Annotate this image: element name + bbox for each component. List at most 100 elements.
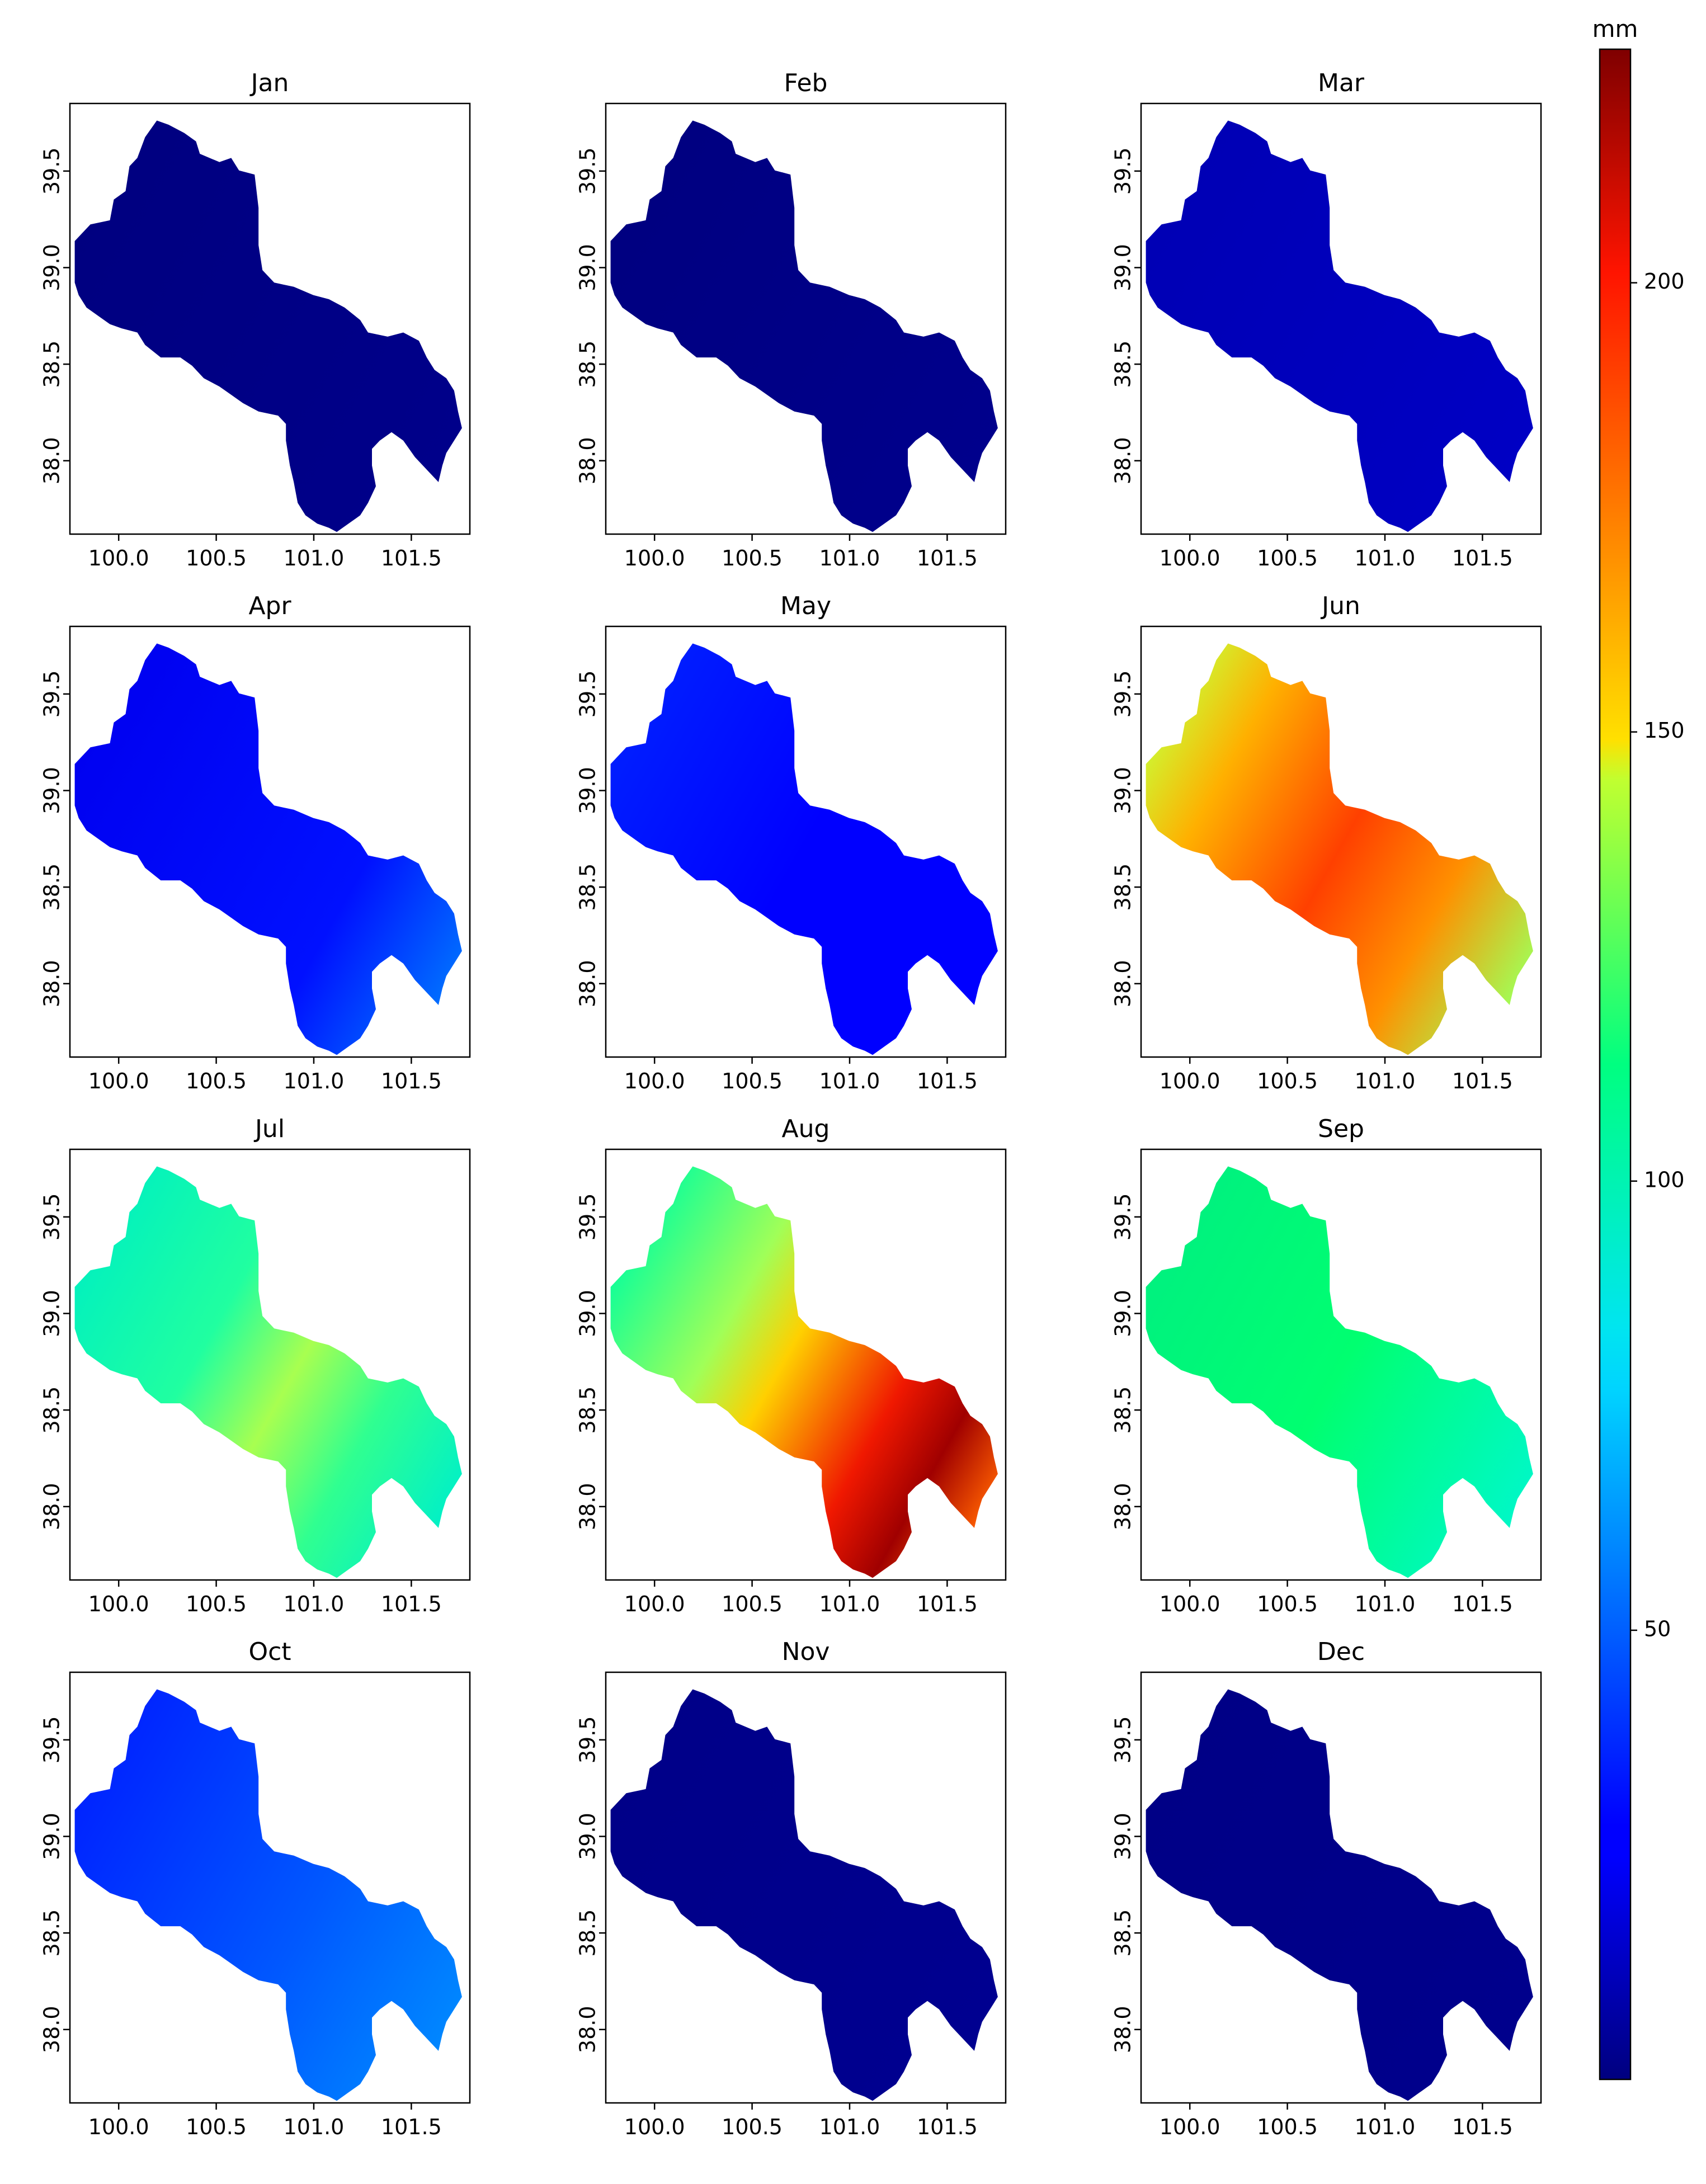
panel-title: Feb bbox=[784, 69, 828, 97]
y-tick-label: 38.0 bbox=[576, 1483, 600, 1530]
x-tick-label: 101.5 bbox=[917, 1069, 978, 1093]
y-tick-label: 38.0 bbox=[1111, 960, 1135, 1007]
y-tick-label: 39.0 bbox=[40, 1813, 64, 1860]
y-tick-label: 39.5 bbox=[40, 1194, 64, 1241]
y-tick-label: 38.5 bbox=[576, 341, 600, 388]
x-tick-label: 100.5 bbox=[186, 2115, 247, 2139]
y-tick-label: 39.5 bbox=[1111, 148, 1135, 195]
panel-oct: Oct 100.0 100.5 101.0 101.5 38.0 38.5 39.0 39.5 bbox=[40, 1638, 471, 2139]
y-tick-label: 38.5 bbox=[1111, 864, 1135, 911]
basin-feb bbox=[610, 120, 998, 532]
x-tick-label: 101.0 bbox=[1355, 546, 1416, 570]
panel-title: Sep bbox=[1318, 1115, 1364, 1143]
panel-sep: Sep 100.0 100.5 101.0 101.5 38.0 38.5 39.0 39.5 bbox=[1111, 1115, 1542, 1616]
y-tick-label: 38.0 bbox=[1111, 2006, 1135, 2053]
axes-frame bbox=[1140, 102, 1542, 535]
y-tick-label: 39.0 bbox=[1111, 767, 1135, 814]
y-tick-label: 39.0 bbox=[576, 1813, 600, 1860]
x-tick-label: 101.5 bbox=[1452, 2115, 1513, 2139]
y-tick-label: 38.5 bbox=[1111, 1909, 1135, 1957]
y-tick-label: 38.0 bbox=[1111, 1483, 1135, 1530]
x-tick-label: 101.0 bbox=[284, 1592, 345, 1616]
basin-jan bbox=[74, 120, 462, 532]
y-tick-label: 38.5 bbox=[40, 341, 64, 388]
panel-title: Jun bbox=[1320, 592, 1360, 620]
y-tick-label: 39.0 bbox=[1111, 244, 1135, 291]
x-tick-label: 100.0 bbox=[1160, 1592, 1220, 1616]
colorbar: mm 50 100 150 200 bbox=[1592, 15, 1685, 2081]
x-tick-label: 101.0 bbox=[1355, 2115, 1416, 2139]
y-tick-label: 39.5 bbox=[1111, 1716, 1135, 1764]
y-tick-label: 38.5 bbox=[40, 1909, 64, 1957]
axes-frame bbox=[605, 1671, 1007, 2104]
y-tick-label: 39.5 bbox=[1111, 671, 1135, 718]
axes-frame bbox=[1140, 1148, 1542, 1581]
x-tick-label: 100.0 bbox=[88, 546, 149, 570]
y-tick-label: 38.0 bbox=[576, 960, 600, 1007]
y-tick-label: 39.5 bbox=[40, 671, 64, 718]
panel-nov: Nov 100.0 100.5 101.0 101.5 38.0 38.5 39.0 39.5 bbox=[576, 1638, 1007, 2139]
x-tick-label: 101.5 bbox=[381, 1069, 442, 1093]
x-tick-label: 100.0 bbox=[624, 1592, 685, 1616]
basin-jun bbox=[1146, 643, 1533, 1055]
panel-dec: Dec 100.0 100.5 101.0 101.5 38.0 38.5 39.0 39.5 bbox=[1111, 1638, 1542, 2139]
x-tick-label: 100.5 bbox=[722, 546, 783, 570]
axes-frame bbox=[605, 1148, 1007, 1581]
panel-apr: Apr 100.0 100.5 101.0 101.5 38.0 38.5 39.0 39.5 bbox=[40, 592, 471, 1093]
x-tick-label: 100.5 bbox=[186, 1069, 247, 1093]
x-tick-label: 101.5 bbox=[381, 2115, 442, 2139]
x-tick-label: 100.0 bbox=[1160, 2115, 1220, 2139]
x-tick-label: 100.5 bbox=[722, 1592, 783, 1616]
panel-title: Apr bbox=[248, 592, 291, 620]
x-tick-label: 100.0 bbox=[624, 2115, 685, 2139]
y-tick-label: 38.0 bbox=[40, 1483, 64, 1530]
y-tick-label: 39.0 bbox=[40, 767, 64, 814]
x-tick-label: 101.5 bbox=[381, 546, 442, 570]
panel-title: Oct bbox=[248, 1638, 291, 1666]
panel-title: May bbox=[780, 592, 831, 620]
axes-frame bbox=[69, 1148, 471, 1581]
y-tick-label: 39.5 bbox=[576, 148, 600, 195]
colorbar-tick-label: 100 bbox=[1644, 1167, 1685, 1192]
x-tick-label: 100.5 bbox=[1257, 546, 1318, 570]
basin-aug bbox=[610, 1166, 998, 1578]
y-tick-label: 38.0 bbox=[40, 2006, 64, 2053]
x-tick-label: 100.5 bbox=[1257, 2115, 1318, 2139]
x-tick-label: 101.5 bbox=[1452, 546, 1513, 570]
x-tick-label: 100.0 bbox=[88, 1592, 149, 1616]
y-tick-label: 39.5 bbox=[40, 1716, 64, 1764]
x-tick-label: 100.0 bbox=[624, 1069, 685, 1093]
x-tick-label: 101.0 bbox=[1355, 1592, 1416, 1616]
y-tick-label: 38.0 bbox=[40, 437, 64, 484]
y-tick-label: 38.5 bbox=[576, 1386, 600, 1434]
x-tick-label: 100.5 bbox=[722, 1069, 783, 1093]
axes-frame bbox=[605, 625, 1007, 1058]
panel-title: Dec bbox=[1317, 1638, 1365, 1666]
axes-frame bbox=[69, 1671, 471, 2104]
x-tick-label: 100.5 bbox=[1257, 1592, 1318, 1616]
basin-oct bbox=[74, 1689, 462, 2101]
y-tick-label: 38.5 bbox=[1111, 341, 1135, 388]
y-tick-label: 38.5 bbox=[576, 864, 600, 911]
x-tick-label: 101.0 bbox=[284, 1069, 345, 1093]
basin-may bbox=[610, 643, 998, 1055]
x-tick-label: 101.0 bbox=[284, 2115, 345, 2139]
panel-aug: Aug 100.0 100.5 101.0 101.5 38.0 38.5 39.0 39.5 bbox=[576, 1115, 1007, 1616]
y-tick-label: 39.5 bbox=[1111, 1194, 1135, 1241]
basin-nov bbox=[610, 1689, 998, 2101]
axes-frame bbox=[69, 102, 471, 535]
basin-apr bbox=[74, 643, 462, 1055]
axes-frame bbox=[69, 625, 471, 1058]
x-tick-label: 101.0 bbox=[819, 1069, 880, 1093]
x-tick-label: 100.0 bbox=[88, 1069, 149, 1093]
x-tick-label: 101.0 bbox=[819, 1592, 880, 1616]
panel-feb: Feb 100.0 100.5 101.0 101.5 38.0 38.5 39.0 39.5 bbox=[576, 69, 1007, 570]
x-tick-label: 100.0 bbox=[88, 2115, 149, 2139]
panel-title: Aug bbox=[782, 1115, 830, 1143]
axes-frame bbox=[1140, 625, 1542, 1058]
y-tick-label: 38.0 bbox=[576, 437, 600, 484]
x-tick-label: 101.0 bbox=[819, 2115, 880, 2139]
x-tick-label: 100.0 bbox=[1160, 546, 1220, 570]
